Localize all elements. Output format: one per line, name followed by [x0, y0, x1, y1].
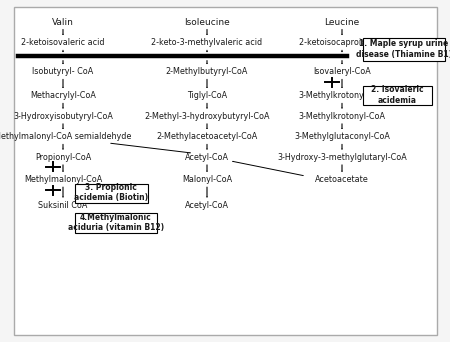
Text: 3-Methylkrotonyl-CoA: 3-Methylkrotonyl-CoA	[298, 91, 386, 100]
Text: Methylmalonyl-CoA: Methylmalonyl-CoA	[24, 175, 102, 184]
Text: Acetyl-CoA: Acetyl-CoA	[185, 201, 229, 210]
FancyBboxPatch shape	[75, 184, 148, 203]
Text: 3-Methylkrotonyl-CoA: 3-Methylkrotonyl-CoA	[298, 112, 386, 121]
Text: Tiglyl-CoA: Tiglyl-CoA	[187, 91, 227, 100]
Text: Isoleucine: Isoleucine	[184, 18, 230, 27]
Text: Acetoacetate: Acetoacetate	[315, 175, 369, 184]
Text: 2-Methyl-3-hydroxybutyryl-CoA: 2-Methyl-3-hydroxybutyryl-CoA	[144, 112, 270, 121]
Text: Isobutyryl- CoA: Isobutyryl- CoA	[32, 67, 94, 76]
Text: Malonyl-CoA: Malonyl-CoA	[182, 175, 232, 184]
Text: 3-Hydroxyisobutyryl-CoA: 3-Hydroxyisobutyryl-CoA	[13, 112, 113, 121]
FancyBboxPatch shape	[75, 213, 157, 233]
Text: 2-Methylacetoacetyl-CoA: 2-Methylacetoacetyl-CoA	[157, 132, 257, 141]
Text: Isovaleryl-CoA: Isovaleryl-CoA	[313, 67, 371, 76]
Text: 2-ketoisovaleric acid: 2-ketoisovaleric acid	[21, 38, 105, 47]
FancyBboxPatch shape	[363, 86, 432, 105]
Text: Methacrylyl-CoA: Methacrylyl-CoA	[30, 91, 96, 100]
Text: Leucine: Leucine	[324, 18, 360, 27]
Text: Methylmalonyl-CoA semialdehyde: Methylmalonyl-CoA semialdehyde	[0, 132, 132, 141]
Text: 2-keto-3-methylvaleric acid: 2-keto-3-methylvaleric acid	[152, 38, 262, 47]
Text: 3-Hydroxy-3-methylglutaryl-CoA: 3-Hydroxy-3-methylglutaryl-CoA	[277, 153, 407, 162]
Text: 2. Isovaleric
acidemia: 2. Isovaleric acidemia	[371, 86, 423, 105]
FancyBboxPatch shape	[363, 38, 445, 61]
Text: 2-Methylbutyryl-CoA: 2-Methylbutyryl-CoA	[166, 67, 248, 76]
Text: 2-ketoisocaproic acid: 2-ketoisocaproic acid	[299, 38, 385, 47]
Text: 1. Maple syrup urine
disease (Thiamine B1): 1. Maple syrup urine disease (Thiamine B…	[356, 39, 450, 58]
Text: 3. Propionic
acidemia (Biotin): 3. Propionic acidemia (Biotin)	[74, 183, 148, 202]
Text: Propionyl-CoA: Propionyl-CoA	[35, 153, 91, 162]
Text: 3-Methylglutaconyl-CoA: 3-Methylglutaconyl-CoA	[294, 132, 390, 141]
Text: Valin: Valin	[52, 18, 74, 27]
Text: 4.Methylmalonic
aciduria (vitamin B12): 4.Methylmalonic aciduria (vitamin B12)	[68, 213, 164, 232]
Text: Suksinil CoA: Suksinil CoA	[38, 201, 88, 210]
Text: Acetyl-CoA: Acetyl-CoA	[185, 153, 229, 162]
FancyBboxPatch shape	[14, 7, 436, 335]
